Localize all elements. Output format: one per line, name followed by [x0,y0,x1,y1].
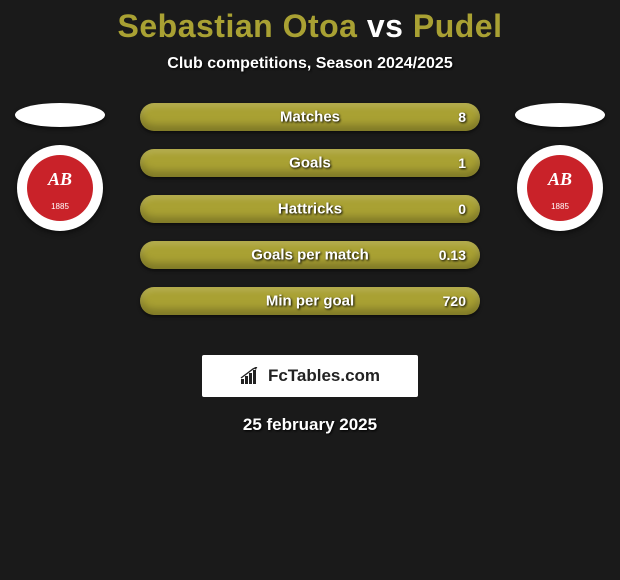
player1-column: AB 1885 [10,103,110,231]
bar-chart-icon [240,367,262,385]
date-text: 25 february 2025 [0,415,620,435]
stat-right-value: 0 [458,201,466,217]
stat-label: Hattricks [278,201,342,218]
title-player2: Pudel [413,8,503,44]
page-title: Sebastian Otoa vs Pudel [0,0,620,45]
brand-text: FcTables.com [268,366,380,386]
brand-badge: FcTables.com [202,355,418,397]
stat-right-value: 8 [458,109,466,125]
club-year-right: 1885 [551,203,569,211]
club-logo-inner-left: AB 1885 [27,155,93,221]
club-logo-inner-right: AB 1885 [527,155,593,221]
player2-ellipse-icon [515,103,605,127]
stat-label: Matches [280,109,340,126]
stat-label: Min per goal [266,293,354,310]
player2-column: AB 1885 [510,103,610,231]
stat-right-value: 0.13 [439,247,466,263]
stat-bar-goals-per-match: Goals per match 0.13 [140,241,480,269]
stat-bars: Matches 8 Goals 1 Hattricks 0 Goals per … [140,103,480,315]
subtitle: Club competitions, Season 2024/2025 [0,55,620,73]
stat-bar-goals: Goals 1 [140,149,480,177]
club-script-left: AB [48,169,72,190]
stat-bar-matches: Matches 8 [140,103,480,131]
stat-right-value: 1 [458,155,466,171]
title-player1: Sebastian Otoa [118,8,358,44]
player1-ellipse-icon [15,103,105,127]
stat-bar-min-per-goal: Min per goal 720 [140,287,480,315]
stat-label: Goals per match [251,247,369,264]
club-script-right: AB [548,169,572,190]
club-year-left: 1885 [51,203,69,211]
stat-label: Goals [289,155,331,172]
comparison-area: AB 1885 AB 1885 Matches 8 Goal [0,103,620,333]
stat-right-value: 720 [443,293,466,309]
club-logo-left: AB 1885 [17,145,103,231]
comparison-card: Sebastian Otoa vs Pudel Club competition… [0,0,620,435]
title-vs: vs [367,8,404,44]
stat-bar-hattricks: Hattricks 0 [140,195,480,223]
club-logo-right: AB 1885 [517,145,603,231]
